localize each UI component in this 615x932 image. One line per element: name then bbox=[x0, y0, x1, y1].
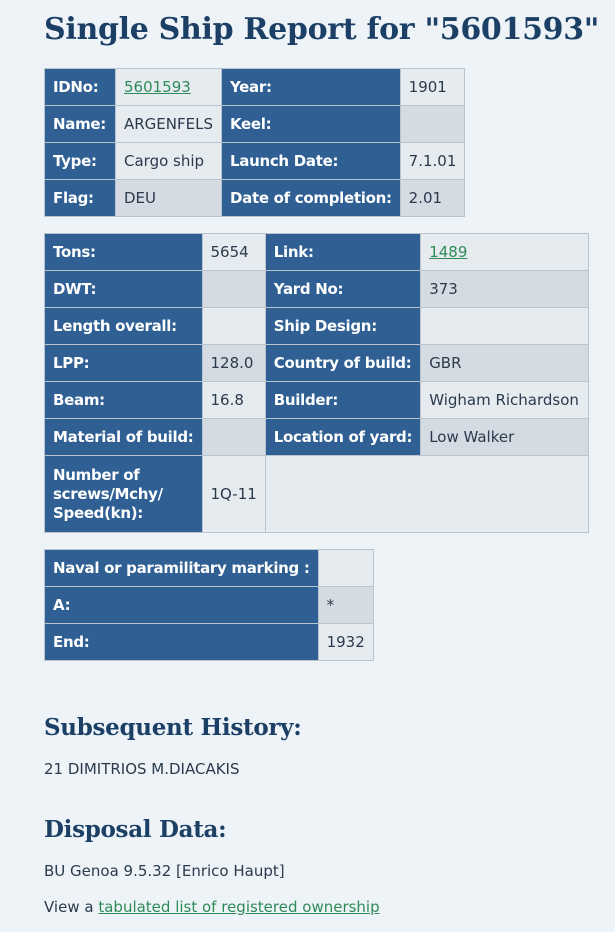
label-name: Name: bbox=[44, 105, 116, 143]
value-launch-date: 7.1.01 bbox=[399, 142, 466, 180]
table-row: Material of build: Location of yard: Low… bbox=[44, 418, 590, 456]
history-heading: Subsequent History: bbox=[44, 714, 302, 741]
label-country-build: Country of build: bbox=[264, 344, 422, 382]
value-link: 1489 bbox=[420, 233, 590, 271]
label-flag: Flag: bbox=[44, 179, 116, 217]
value-yard-no: 373 bbox=[420, 270, 590, 308]
value-location-yard: Low Walker bbox=[420, 418, 590, 456]
link-1489[interactable]: 1489 bbox=[429, 243, 468, 261]
value-tons: 5654 bbox=[201, 233, 266, 271]
value-keel bbox=[399, 105, 466, 143]
value-length-overall bbox=[201, 307, 266, 345]
value-screws: 1Q-11 bbox=[201, 455, 266, 533]
label-tons: Tons: bbox=[44, 233, 203, 271]
table-row: Beam: 16.8 Builder: Wigham Richardson bbox=[44, 381, 590, 419]
value-a: * bbox=[317, 586, 374, 624]
label-ship-design: Ship Design: bbox=[264, 307, 422, 345]
ship-dimensions-table: Tons: 5654 Link: 1489 DWT: Yard No: 373 … bbox=[44, 233, 590, 533]
value-idno: 5601593 bbox=[115, 68, 222, 106]
value-date-completion: 2.01 bbox=[399, 179, 466, 217]
value-flag: DEU bbox=[115, 179, 222, 217]
label-builder: Builder: bbox=[264, 381, 422, 419]
ownership-line: View a tabulated list of registered owne… bbox=[44, 898, 380, 916]
label-link: Link: bbox=[264, 233, 422, 271]
table-row: A: * bbox=[44, 586, 374, 624]
view-prefix: View a bbox=[44, 898, 94, 916]
table-row: LPP: 128.0 Country of build: GBR bbox=[44, 344, 590, 382]
marking-table: Naval or paramilitary marking : A: * End… bbox=[44, 549, 374, 661]
label-yard-no: Yard No: bbox=[264, 270, 422, 308]
value-ship-design bbox=[420, 307, 590, 345]
table-row: IDNo: 5601593 Year: 1901 bbox=[44, 68, 466, 106]
disposal-text: BU Genoa 9.5.32 [Enrico Haupt] bbox=[44, 862, 285, 880]
value-naval-marking bbox=[317, 549, 374, 587]
value-builder: Wigham Richardson bbox=[420, 381, 590, 419]
label-launch-date: Launch Date: bbox=[221, 142, 401, 180]
label-location-yard: Location of yard: bbox=[264, 418, 422, 456]
history-text: 21 DIMITRIOS M.DIACAKIS bbox=[44, 760, 240, 778]
value-beam: 16.8 bbox=[201, 381, 266, 419]
value-type: Cargo ship bbox=[115, 142, 222, 180]
label-lpp: LPP: bbox=[44, 344, 203, 382]
value-material bbox=[201, 418, 266, 456]
table-row: Flag: DEU Date of completion: 2.01 bbox=[44, 179, 466, 217]
value-end: 1932 bbox=[317, 623, 374, 661]
ownership-list-link[interactable]: tabulated list of registered ownership bbox=[98, 898, 380, 916]
value-dwt bbox=[201, 270, 266, 308]
idno-link[interactable]: 5601593 bbox=[124, 78, 191, 96]
value-year: 1901 bbox=[399, 68, 466, 106]
label-beam: Beam: bbox=[44, 381, 203, 419]
table-row: Type: Cargo ship Launch Date: 7.1.01 bbox=[44, 142, 466, 180]
label-material: Material of build: bbox=[44, 418, 203, 456]
table-row: End: 1932 bbox=[44, 623, 374, 661]
label-type: Type: bbox=[44, 142, 116, 180]
disposal-heading: Disposal Data: bbox=[44, 816, 227, 843]
label-dwt: DWT: bbox=[44, 270, 203, 308]
label-a: A: bbox=[44, 586, 319, 624]
label-year: Year: bbox=[221, 68, 401, 106]
label-keel: Keel: bbox=[221, 105, 401, 143]
page-title: Single Ship Report for "5601593" bbox=[44, 12, 600, 47]
table-row: Number of screws/Mchy/ Speed(kn): 1Q-11 bbox=[44, 455, 590, 533]
value-lpp: 128.0 bbox=[201, 344, 266, 382]
ship-basic-table: IDNo: 5601593 Year: 1901 Name: ARGENFELS… bbox=[44, 68, 466, 217]
table-row: Naval or paramilitary marking : bbox=[44, 549, 374, 587]
value-country-build: GBR bbox=[420, 344, 590, 382]
table-row: Tons: 5654 Link: 1489 bbox=[44, 233, 590, 271]
table-row: DWT: Yard No: 373 bbox=[44, 270, 590, 308]
label-idno: IDNo: bbox=[44, 68, 116, 106]
label-screws: Number of screws/Mchy/ Speed(kn): bbox=[44, 455, 203, 533]
label-date-completion: Date of completion: bbox=[221, 179, 401, 217]
table-row: Name: ARGENFELS Keel: bbox=[44, 105, 466, 143]
label-naval-marking: Naval or paramilitary marking : bbox=[44, 549, 319, 587]
label-length-overall: Length overall: bbox=[44, 307, 203, 345]
label-end: End: bbox=[44, 623, 319, 661]
table-row: Length overall: Ship Design: bbox=[44, 307, 590, 345]
empty-cell bbox=[264, 455, 590, 533]
value-name: ARGENFELS bbox=[115, 105, 222, 143]
